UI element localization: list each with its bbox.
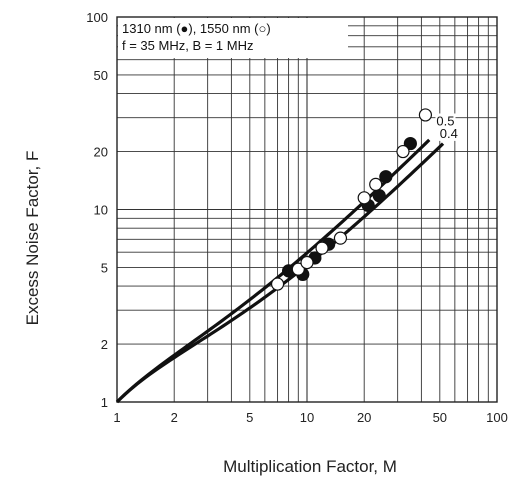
x-tick-label: 50 [433, 410, 447, 425]
curve-label-0.4: 0.4 [440, 126, 458, 141]
legend: 1310 nm (●), 1550 nm (○) f = 35 MHz, B = … [118, 18, 348, 58]
x-tick-label: 20 [357, 410, 371, 425]
x-tick-label: 1 [113, 410, 120, 425]
legend-box [118, 18, 348, 58]
curve-label-0.5: 0.5 [436, 113, 454, 128]
plot-frame [116, 16, 498, 403]
y-tick-label: 20 [94, 145, 108, 160]
y-axis-label: Excess Noise Factor, F [23, 150, 42, 326]
curve-label-backdrop [435, 113, 456, 129]
y-tick-label: 5 [101, 260, 108, 275]
curve-label-backdrop [438, 125, 459, 141]
tick-labels: 1 2 5 10 20 50 100 1 2 5 10 20 50 100 [86, 10, 508, 425]
legend-line: 1310 nm (●), 1550 nm (○) [122, 21, 271, 36]
curve-k-0.4 [115, 142, 445, 404]
y-tick-label: 50 [94, 68, 108, 83]
x-tick-label: 100 [486, 410, 508, 425]
x-tick-label: 10 [300, 410, 314, 425]
open-point [396, 144, 410, 159]
open-point [315, 241, 329, 255]
x-tick-label: 5 [246, 410, 253, 425]
curve-labels: 0.50.4 [435, 113, 459, 141]
y-tick-label: 100 [86, 10, 108, 25]
y-tick-label: 1 [101, 395, 108, 410]
legend-line: f = 35 MHz, B = 1 MHz [122, 38, 254, 53]
x-axis-label: Multiplication Factor, M [223, 457, 397, 476]
open-point [270, 277, 285, 291]
open-point [333, 231, 348, 245]
open-point [291, 262, 305, 276]
data-points [270, 108, 433, 291]
filled-point [379, 170, 393, 184]
x-tick-label: 2 [171, 410, 178, 425]
open-point [369, 177, 383, 192]
y-tick-label: 2 [101, 337, 108, 352]
open-point [300, 255, 314, 270]
open-point [357, 191, 371, 205]
open-point [418, 108, 433, 122]
filled-point [403, 136, 417, 151]
chart-grid [117, 17, 497, 402]
model-curves [115, 138, 445, 404]
filled-point [372, 189, 386, 203]
y-tick-label: 10 [94, 203, 108, 218]
